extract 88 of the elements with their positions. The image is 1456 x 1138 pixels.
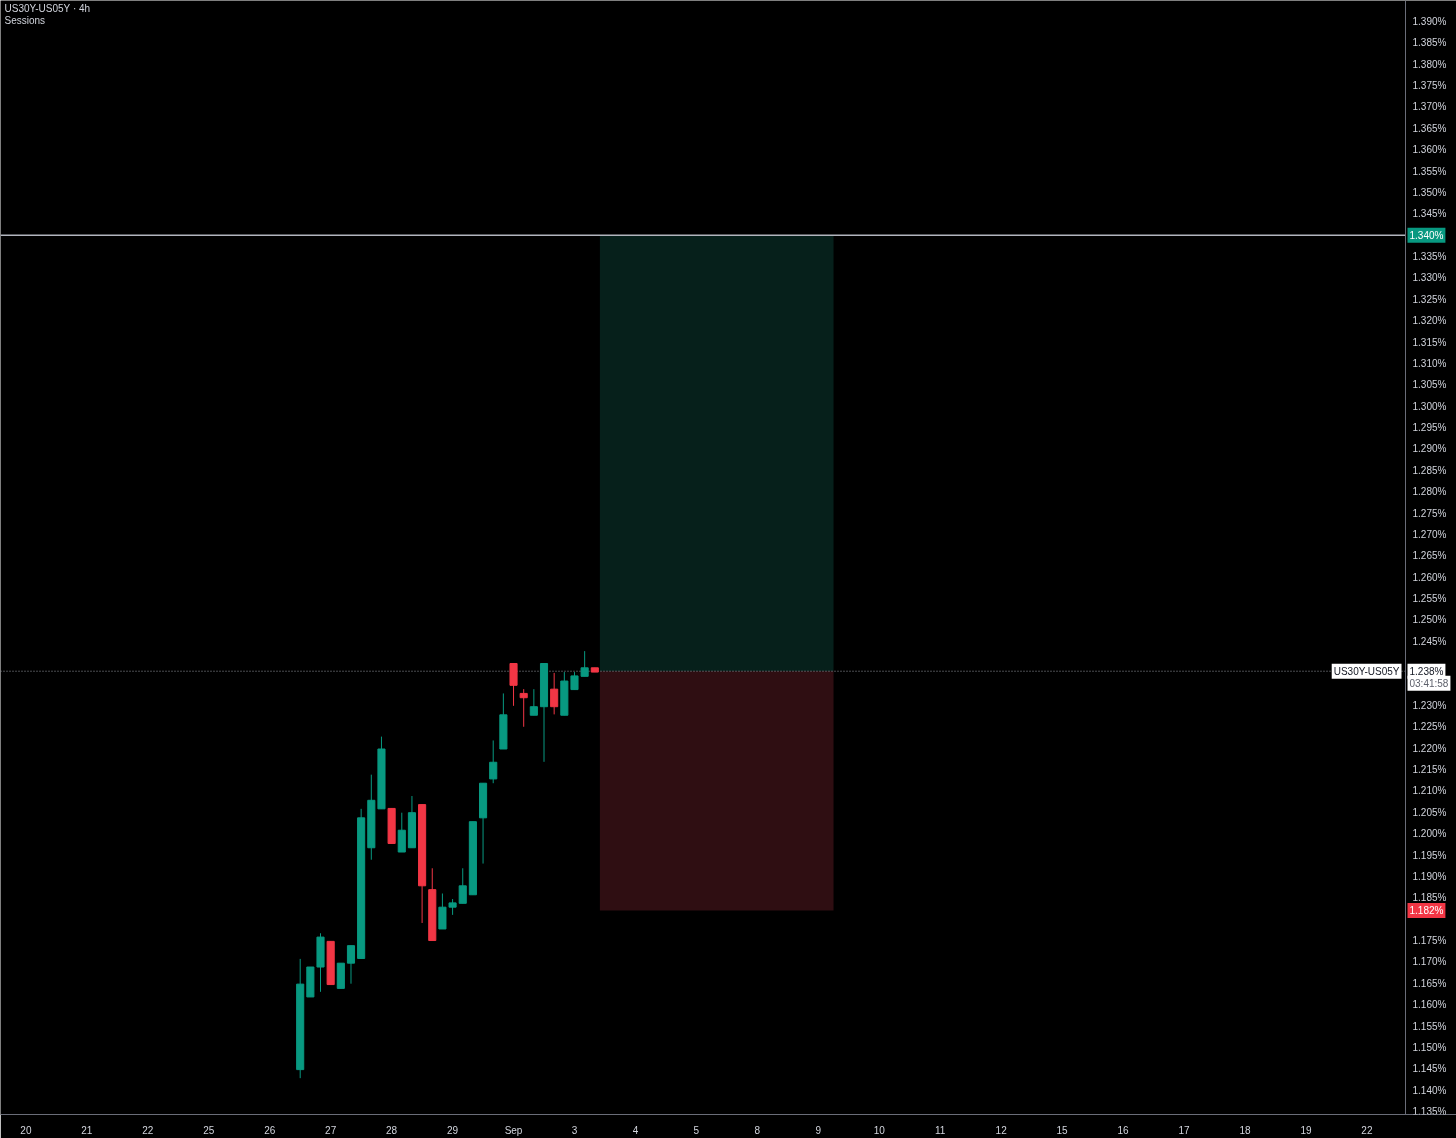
x-tick-label: Sep <box>504 1124 523 1136</box>
x-tick-label: 5 <box>693 1124 700 1136</box>
y-tick-label: 1.250% <box>1412 614 1447 626</box>
x-tick-label: 22 <box>1361 1124 1373 1136</box>
y-tick-label: 1.315% <box>1412 336 1447 348</box>
y-tick-label: 1.225% <box>1412 721 1447 733</box>
y-tick-label: 1.305% <box>1412 379 1447 391</box>
x-tick-label: 21 <box>81 1124 93 1136</box>
x-tick-label: 28 <box>386 1124 398 1136</box>
y-tick-label: 1.335% <box>1412 251 1447 263</box>
ref-line-label: US30Y-US05Y <box>1333 665 1400 677</box>
text: 1.182% <box>1409 905 1444 917</box>
x-tick-label: 8 <box>754 1124 761 1136</box>
x-tick-label: 22 <box>142 1124 154 1136</box>
chart-title: US30Y-US05Y · 4h <box>4 2 91 14</box>
y-tick-label: 1.370% <box>1412 101 1447 113</box>
x-tick-label: 10 <box>873 1124 886 1136</box>
y-tick-label: 1.330% <box>1412 272 1447 284</box>
candlestick <box>438 893 447 930</box>
y-tick-label: 1.215% <box>1412 764 1447 776</box>
x-tick-label: 4 <box>632 1124 639 1136</box>
y-tick-label: 1.365% <box>1412 122 1447 134</box>
y-tick-label: 1.265% <box>1412 550 1447 562</box>
y-tick-label: 1.255% <box>1412 593 1447 605</box>
x-tick-label: 16 <box>1117 1124 1130 1136</box>
x-tick-label: 12 <box>995 1124 1008 1136</box>
y-tick-label: 1.155% <box>1412 1020 1447 1032</box>
y-tick-label: 1.275% <box>1412 507 1447 519</box>
y-tick-label: 1.145% <box>1412 1063 1447 1075</box>
x-tick-label: 17 <box>1178 1124 1191 1136</box>
y-tick-label: 1.295% <box>1412 422 1447 434</box>
y-tick-label: 1.320% <box>1412 315 1447 327</box>
y-tick-label: 1.185% <box>1412 892 1447 904</box>
candlestick <box>519 688 528 728</box>
y-tick-label: 1.190% <box>1412 870 1447 882</box>
y-tick-label: 1.285% <box>1412 464 1447 476</box>
x-tick-label: 19 <box>1300 1124 1312 1136</box>
y-tick-label: 1.325% <box>1412 293 1447 305</box>
x-tick-label: 27 <box>325 1124 337 1136</box>
y-tick-label: 1.140% <box>1412 1084 1447 1096</box>
y-tick-label: 1.210% <box>1412 785 1447 797</box>
y-tick-label: 1.300% <box>1412 400 1447 412</box>
text: Sessions <box>4 14 46 26</box>
x-tick-label: 9 <box>815 1124 822 1136</box>
candlestick <box>489 739 498 784</box>
y-tick-label: 1.385% <box>1412 37 1447 49</box>
candlestick <box>397 812 406 853</box>
x-tick-label: 15 <box>1056 1124 1069 1136</box>
y-tick-label: 1.355% <box>1412 165 1447 177</box>
y-tick-label: 1.380% <box>1412 58 1447 70</box>
y-tick-label: 1.165% <box>1412 977 1447 989</box>
y-tick-label: 1.160% <box>1412 999 1447 1011</box>
y-tick-label: 1.205% <box>1412 806 1447 818</box>
candlestick <box>509 663 518 707</box>
y-tick-label: 1.270% <box>1412 528 1447 540</box>
y-tick-label: 1.390% <box>1412 15 1447 27</box>
x-tick-label: 11 <box>935 1124 946 1136</box>
x-tick-label: 20 <box>20 1124 32 1136</box>
y-tick-label: 1.135% <box>1412 1106 1447 1118</box>
text: 1.238% <box>1409 665 1444 677</box>
y-tick-label: 1.230% <box>1412 699 1447 711</box>
x-tick-label: 25 <box>203 1124 215 1136</box>
candlestick <box>580 650 589 677</box>
x-tick-label: 18 <box>1239 1124 1251 1136</box>
y-tick-label: 1.170% <box>1412 956 1447 968</box>
y-tick-label: 1.375% <box>1412 80 1447 92</box>
candlestick <box>458 867 467 904</box>
candlestick <box>550 672 559 715</box>
y-tick-label: 1.220% <box>1412 742 1447 754</box>
y-tick-label: 1.310% <box>1412 357 1447 369</box>
x-tick-label: 3 <box>571 1124 578 1136</box>
candlestick <box>346 945 356 985</box>
text: 03:41:58 <box>1409 677 1449 689</box>
ref-line-label: 1.340% <box>1409 229 1444 241</box>
x-tick-label: 26 <box>264 1124 276 1136</box>
y-tick-label: 1.175% <box>1412 935 1447 947</box>
y-tick-label: 1.350% <box>1412 186 1447 198</box>
y-tick-label: 1.195% <box>1412 849 1447 861</box>
y-tick-label: 1.260% <box>1412 571 1447 583</box>
y-tick-label: 1.360% <box>1412 144 1447 156</box>
y-tick-label: 1.200% <box>1412 828 1447 840</box>
y-tick-label: 1.150% <box>1412 1041 1447 1053</box>
candlestick <box>529 688 538 716</box>
y-tick-label: 1.290% <box>1412 443 1447 455</box>
y-tick-label: 1.245% <box>1412 635 1447 647</box>
x-tick-label: 29 <box>447 1124 459 1136</box>
y-tick-label: 1.280% <box>1412 486 1447 498</box>
y-tick-label: 1.345% <box>1412 208 1447 220</box>
